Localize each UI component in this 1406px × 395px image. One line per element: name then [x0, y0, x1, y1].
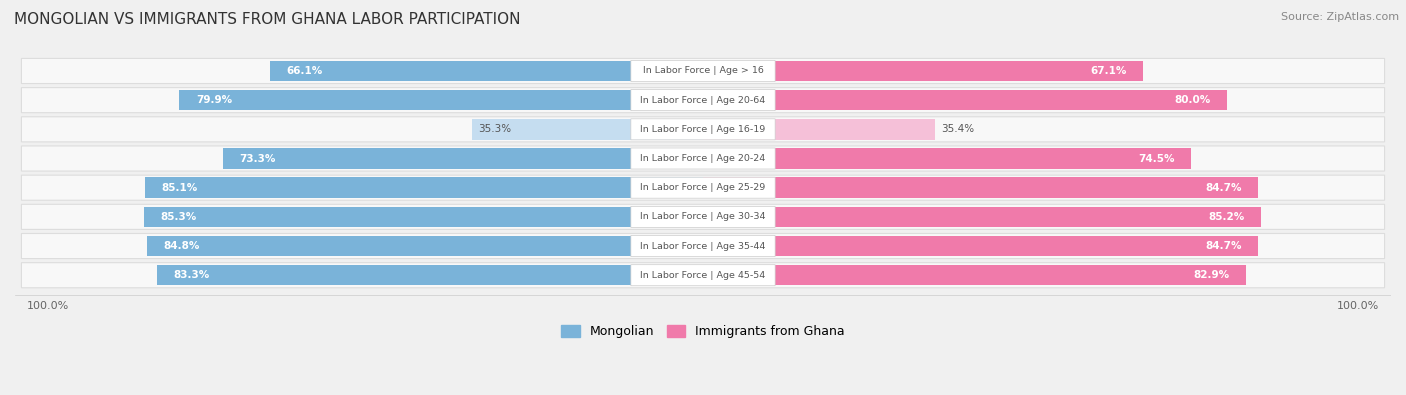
FancyBboxPatch shape [21, 58, 1385, 83]
Bar [157, 265, 703, 286]
Bar [145, 177, 703, 198]
Text: 82.9%: 82.9% [1194, 270, 1230, 280]
FancyBboxPatch shape [21, 146, 1385, 171]
FancyBboxPatch shape [21, 88, 1385, 113]
Legend: Mongolian, Immigrants from Ghana: Mongolian, Immigrants from Ghana [555, 320, 851, 343]
Text: In Labor Force | Age 35-44: In Labor Force | Age 35-44 [640, 241, 766, 250]
FancyBboxPatch shape [631, 148, 775, 169]
Bar [703, 119, 935, 139]
Text: 85.2%: 85.2% [1209, 212, 1244, 222]
Text: 85.1%: 85.1% [162, 182, 198, 193]
Bar [270, 61, 703, 81]
Text: 84.7%: 84.7% [1205, 182, 1241, 193]
FancyBboxPatch shape [631, 60, 775, 81]
FancyBboxPatch shape [631, 235, 775, 256]
FancyBboxPatch shape [631, 265, 775, 286]
FancyBboxPatch shape [631, 119, 775, 140]
Text: 66.1%: 66.1% [287, 66, 322, 76]
Text: MONGOLIAN VS IMMIGRANTS FROM GHANA LABOR PARTICIPATION: MONGOLIAN VS IMMIGRANTS FROM GHANA LABOR… [14, 12, 520, 27]
Bar [471, 119, 703, 139]
Text: 84.7%: 84.7% [1205, 241, 1241, 251]
Bar [180, 90, 703, 110]
Text: 35.4%: 35.4% [942, 124, 974, 134]
Text: 79.9%: 79.9% [195, 95, 232, 105]
FancyBboxPatch shape [21, 263, 1385, 288]
Text: In Labor Force | Age 25-29: In Labor Force | Age 25-29 [640, 183, 766, 192]
Text: In Labor Force | Age 20-24: In Labor Force | Age 20-24 [640, 154, 766, 163]
Text: 73.3%: 73.3% [239, 154, 276, 164]
FancyBboxPatch shape [21, 204, 1385, 229]
Text: In Labor Force | Age 20-64: In Labor Force | Age 20-64 [640, 96, 766, 105]
Text: 84.8%: 84.8% [163, 241, 200, 251]
Bar [703, 148, 1191, 169]
FancyBboxPatch shape [21, 175, 1385, 200]
FancyBboxPatch shape [631, 206, 775, 228]
Text: 85.3%: 85.3% [160, 212, 197, 222]
Bar [222, 148, 703, 169]
FancyBboxPatch shape [21, 117, 1385, 142]
Text: 80.0%: 80.0% [1174, 95, 1211, 105]
Bar [703, 90, 1227, 110]
FancyBboxPatch shape [631, 90, 775, 111]
Text: In Labor Force | Age 45-54: In Labor Force | Age 45-54 [640, 271, 766, 280]
Text: Source: ZipAtlas.com: Source: ZipAtlas.com [1281, 12, 1399, 22]
Bar [703, 236, 1258, 256]
Text: In Labor Force | Age > 16: In Labor Force | Age > 16 [643, 66, 763, 75]
Text: In Labor Force | Age 30-34: In Labor Force | Age 30-34 [640, 213, 766, 221]
Text: 83.3%: 83.3% [173, 270, 209, 280]
Text: 67.1%: 67.1% [1090, 66, 1126, 76]
FancyBboxPatch shape [21, 233, 1385, 259]
Bar [703, 207, 1261, 227]
Text: In Labor Force | Age 16-19: In Labor Force | Age 16-19 [640, 125, 766, 134]
Bar [148, 236, 703, 256]
Bar [703, 265, 1246, 286]
Bar [703, 177, 1258, 198]
Text: 35.3%: 35.3% [478, 124, 512, 134]
Bar [703, 61, 1143, 81]
Text: 74.5%: 74.5% [1139, 154, 1175, 164]
FancyBboxPatch shape [631, 177, 775, 198]
Bar [143, 207, 703, 227]
